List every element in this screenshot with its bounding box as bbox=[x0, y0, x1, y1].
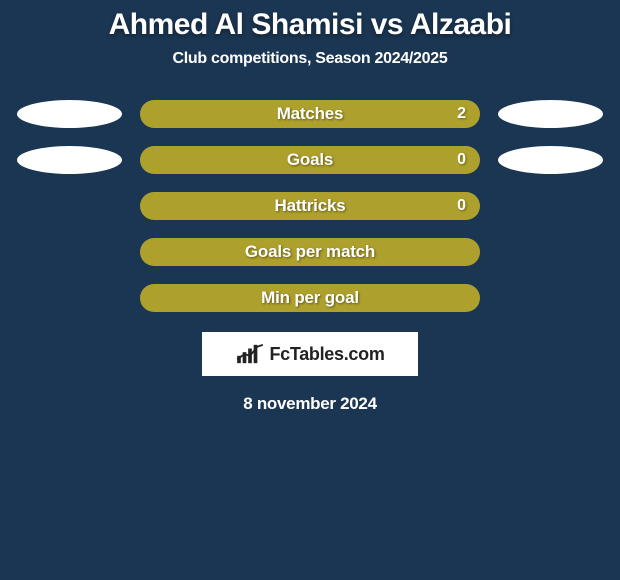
stat-row: Hattricks 0 bbox=[0, 192, 620, 220]
stat-bar: Min per goal bbox=[140, 284, 480, 312]
right-ellipse bbox=[498, 100, 603, 128]
stat-row: Matches 2 bbox=[0, 100, 620, 128]
left-ellipse bbox=[17, 100, 122, 128]
stat-bar: Goals 0 bbox=[140, 146, 480, 174]
stat-label: Goals bbox=[287, 150, 333, 170]
stat-row: Goals 0 bbox=[0, 146, 620, 174]
infographic-container: Ahmed Al Shamisi vs Alzaabi Club competi… bbox=[0, 0, 620, 580]
stat-value: 0 bbox=[457, 197, 466, 215]
chart-icon bbox=[235, 343, 265, 365]
subtitle: Club competitions, Season 2024/2025 bbox=[0, 50, 620, 68]
logo-box: FcTables.com bbox=[202, 332, 418, 376]
stat-bar: Goals per match bbox=[140, 238, 480, 266]
stat-label: Matches bbox=[277, 104, 344, 124]
stat-label: Goals per match bbox=[245, 242, 375, 262]
logo-text: FcTables.com bbox=[269, 344, 384, 365]
stat-label: Min per goal bbox=[261, 288, 359, 308]
stat-label: Hattricks bbox=[275, 196, 346, 216]
stat-rows: Matches 2 Goals 0 Hattricks 0 Goals bbox=[0, 100, 620, 312]
left-ellipse bbox=[17, 146, 122, 174]
stat-value: 2 bbox=[457, 105, 466, 123]
stat-bar: Matches 2 bbox=[140, 100, 480, 128]
right-ellipse bbox=[498, 146, 603, 174]
stat-row: Goals per match bbox=[0, 238, 620, 266]
stat-bar: Hattricks 0 bbox=[140, 192, 480, 220]
page-title: Ahmed Al Shamisi vs Alzaabi bbox=[0, 8, 620, 42]
date-text: 8 november 2024 bbox=[0, 394, 620, 414]
stat-value: 0 bbox=[457, 151, 466, 169]
stat-row: Min per goal bbox=[0, 284, 620, 312]
